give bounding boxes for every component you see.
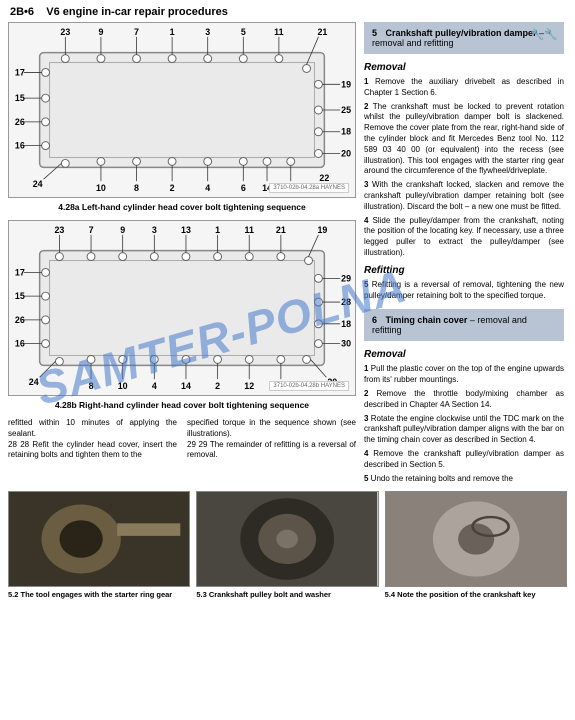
- section-6-title: Timing chain cover: [386, 315, 468, 325]
- diagram-428b-svg: 23 7 9 3 13 1 11 21 19 17 15 26 16 24 29…: [9, 221, 355, 395]
- svg-text:19: 19: [341, 79, 351, 89]
- section-5-refitting-step-5: 5 Refitting is a reversal of removal, ti…: [364, 280, 564, 302]
- svg-text:2: 2: [215, 381, 220, 391]
- photo-54: [385, 491, 567, 587]
- diagram-b-label: 3710-02b-04.28b HAYNES: [269, 381, 349, 391]
- section-6-removal-step-2: 2 Remove the throttle body/mixing chambe…: [364, 389, 564, 411]
- left-text-3: specified torque in the sequence shown (…: [187, 418, 356, 440]
- photo-53-caption: 5.3 Crankshaft pulley bolt and washer: [196, 590, 378, 599]
- left-text-2: 28 28 Refit the cylinder head cover, ins…: [8, 440, 177, 462]
- svg-text:21: 21: [276, 225, 286, 235]
- svg-text:15: 15: [15, 291, 25, 301]
- svg-text:28: 28: [341, 297, 351, 307]
- section-6-removal-step-3: 3 Rotate the engine clockwise until the …: [364, 414, 564, 446]
- section-5-title: Crankshaft pulley/vibration damper: [386, 28, 537, 38]
- svg-text:18: 18: [341, 127, 351, 137]
- svg-text:9: 9: [120, 225, 125, 235]
- svg-text:17: 17: [15, 267, 25, 277]
- svg-text:18: 18: [341, 319, 351, 329]
- section-6-removal-step-1: 1 Pull the plastic cover on the top of t…: [364, 364, 564, 386]
- photo-53: [196, 491, 378, 587]
- section-5-removal-step-2: 2 The crankshaft must be locked to preve…: [364, 102, 564, 178]
- svg-text:12: 12: [244, 381, 254, 391]
- svg-text:8: 8: [89, 381, 94, 391]
- section-5-removal-step-3: 3 With the crankshaft locked, slacken an…: [364, 180, 564, 212]
- svg-text:17: 17: [15, 67, 25, 77]
- left-body-text: refitted within 10 minutes of applying t…: [8, 418, 356, 461]
- svg-text:13: 13: [181, 225, 191, 235]
- svg-text:25: 25: [341, 105, 351, 115]
- svg-text:23: 23: [60, 27, 70, 37]
- svg-text:4: 4: [205, 183, 210, 193]
- svg-text:30: 30: [341, 339, 351, 349]
- section-6-box: 6 Timing chain cover – removal and refit…: [364, 309, 564, 341]
- left-text-1: refitted within 10 minutes of applying t…: [8, 418, 177, 440]
- diagram-b-caption: 4.28b Right-hand cylinder head cover bol…: [8, 400, 356, 410]
- section-5-removal-step-1: 1 Remove the auxiliary drivebelt as desc…: [364, 77, 564, 99]
- svg-text:19: 19: [317, 225, 327, 235]
- section-5-box: 5 Crankshaft pulley/vibration damper – r…: [364, 22, 564, 54]
- svg-text:11: 11: [245, 225, 254, 235]
- svg-text:2: 2: [170, 183, 175, 193]
- wrench-icon: 🔧🔧: [531, 28, 558, 41]
- page-title: V6 engine in-car repair procedures: [46, 6, 228, 18]
- svg-text:26: 26: [15, 117, 25, 127]
- photo-row: 5.2 The tool engages with the starter ri…: [0, 487, 575, 599]
- section-5-refitting-heading: Refitting: [364, 265, 564, 276]
- svg-text:15: 15: [15, 93, 25, 103]
- svg-text:16: 16: [15, 339, 25, 349]
- svg-text:1: 1: [170, 27, 175, 37]
- section-5-removal-heading: Removal: [364, 62, 564, 73]
- svg-text:3: 3: [152, 225, 157, 235]
- section-6-removal-step-5: 5 Undo the retaining bolts and remove th…: [364, 474, 564, 485]
- diagram-428b: 23 7 9 3 13 1 11 21 19 17 15 26 16 24 29…: [8, 220, 356, 396]
- svg-text:29: 29: [341, 273, 351, 283]
- svg-text:4: 4: [152, 381, 157, 391]
- svg-text:3: 3: [205, 27, 210, 37]
- page-ref: 2B•6: [10, 6, 34, 18]
- svg-text:24: 24: [33, 179, 43, 189]
- svg-text:5: 5: [241, 27, 246, 37]
- svg-text:9: 9: [98, 27, 103, 37]
- svg-text:7: 7: [89, 225, 94, 235]
- svg-text:6: 6: [241, 183, 246, 193]
- svg-text:24: 24: [29, 377, 39, 387]
- section-6-removal-step-4: 4 Remove the crankshaft pulley/vibration…: [364, 449, 564, 471]
- svg-text:26: 26: [15, 315, 25, 325]
- svg-text:10: 10: [96, 183, 106, 193]
- section-5-removal-step-4: 4 Slide the pulley/damper from the crank…: [364, 216, 564, 259]
- section-6-num: 6: [372, 315, 377, 325]
- diagram-428a-svg: 23 9 7 1 3 5 11 21 17 15 26 16 24 19 25 …: [9, 23, 355, 197]
- svg-text:11: 11: [274, 27, 283, 37]
- photo-54-caption: 5.4 Note the position of the crankshaft …: [385, 590, 567, 599]
- left-text-4: 29 29 The remainder of refitting is a re…: [187, 440, 356, 462]
- svg-text:22: 22: [319, 173, 329, 183]
- svg-text:1: 1: [215, 225, 220, 235]
- svg-text:23: 23: [54, 225, 64, 235]
- diagram-428a: 23 9 7 1 3 5 11 21 17 15 26 16 24 19 25 …: [8, 22, 356, 198]
- section-6-removal-heading: Removal: [364, 349, 564, 360]
- svg-text:7: 7: [134, 27, 139, 37]
- diagram-a-caption: 4.28a Left-hand cylinder head cover bolt…: [8, 202, 356, 212]
- section-5-num: 5: [372, 28, 377, 38]
- svg-text:21: 21: [317, 27, 327, 37]
- svg-text:20: 20: [341, 148, 351, 158]
- svg-text:10: 10: [118, 381, 128, 391]
- svg-text:16: 16: [15, 141, 25, 151]
- diagram-a-label: 3710-02b-04.28a HAYNES: [269, 183, 349, 193]
- svg-text:14: 14: [181, 381, 191, 391]
- svg-text:8: 8: [134, 183, 139, 193]
- photo-52: [8, 491, 190, 587]
- photo-52-caption: 5.2 The tool engages with the starter ri…: [8, 590, 190, 599]
